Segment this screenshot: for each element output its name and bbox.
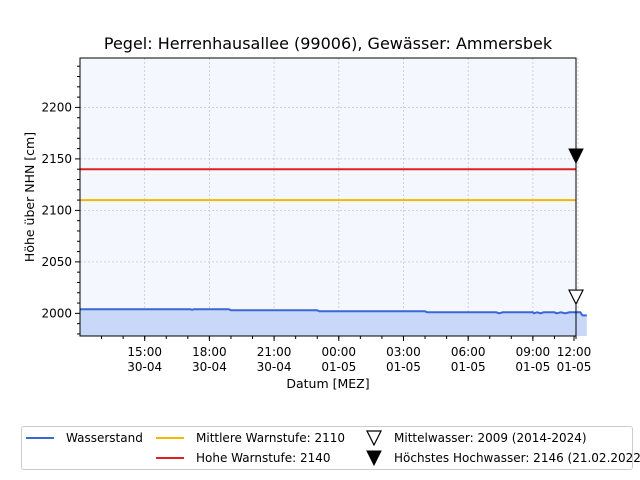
legend-item-mittelwasser: Mittelwasser: 2009 (2014-2024) bbox=[360, 430, 587, 446]
x-tick-label-date: 30-04 bbox=[257, 360, 292, 374]
y-axis-label: Höhe über NHN [cm] bbox=[22, 132, 37, 262]
plot-area: 2000205021002150220015:0030-0418:0030-04… bbox=[41, 57, 592, 374]
x-tick-label-time: 09:00 bbox=[516, 345, 551, 359]
x-tick-label-time: 06:00 bbox=[451, 345, 486, 359]
x-tick-label-time: 15:00 bbox=[127, 345, 162, 359]
x-axis-label: Datum [MEZ] bbox=[286, 376, 369, 391]
y-tick-label: 2050 bbox=[41, 255, 72, 269]
legend: Wasserstand Mittlere Warnstufe: 2110 Hoh… bbox=[21, 426, 640, 470]
legend-label-mittelwasser: Mittelwasser: 2009 (2014-2024) bbox=[394, 431, 587, 445]
x-tick-label-date: 30-04 bbox=[127, 360, 162, 374]
wasserstand-area bbox=[80, 309, 587, 336]
plot-background bbox=[80, 58, 576, 336]
legend-item-wasserstand: Wasserstand bbox=[26, 431, 143, 445]
legend-label-wasserstand: Wasserstand bbox=[66, 431, 143, 445]
x-tick-label-time: 21:00 bbox=[257, 345, 292, 359]
legend-item-hohe-warnstufe: Hohe Warnstufe: 2140 bbox=[156, 451, 331, 465]
x-tick-label-date: 01-05 bbox=[515, 360, 550, 374]
legend-swatch-hohe-warnstufe bbox=[156, 457, 184, 459]
y-tick-label: 2150 bbox=[41, 152, 72, 166]
y-tick-label: 2100 bbox=[41, 203, 72, 217]
legend-item-hoechstes-hochwasser: Höchstes Hochwasser: 2146 (21.02.2022) bbox=[360, 450, 640, 466]
legend-label-hohe-warnstufe: Hohe Warnstufe: 2140 bbox=[196, 451, 331, 465]
plot-frame bbox=[79, 57, 577, 337]
y-tick-label: 2000 bbox=[41, 306, 72, 320]
x-tick-label-date: 01-05 bbox=[557, 360, 592, 374]
hoechstes-hochwasser-marker bbox=[568, 148, 584, 165]
legend-item-mittlere-warnstufe: Mittlere Warnstufe: 2110 bbox=[156, 431, 345, 445]
x-tick-label-time: 03:00 bbox=[386, 345, 421, 359]
legend-label-hoechstes-hochwasser: Höchstes Hochwasser: 2146 (21.02.2022) bbox=[394, 451, 640, 465]
x-tick-label-date: 01-05 bbox=[386, 360, 421, 374]
legend-label-mittlere-warnstufe: Mittlere Warnstufe: 2110 bbox=[196, 431, 346, 445]
x-tick-label-date: 01-05 bbox=[321, 360, 356, 374]
legend-swatch-wasserstand bbox=[26, 437, 54, 439]
x-tick-label-date: 30-04 bbox=[192, 360, 227, 374]
legend-swatch-mittlere-warnstufe bbox=[156, 437, 184, 439]
x-tick-label-time: 18:00 bbox=[192, 345, 227, 359]
y-tick-label: 2200 bbox=[41, 100, 72, 114]
mittelwasser-marker bbox=[568, 289, 584, 306]
chart-title: Pegel: Herrenhausallee (99006), Gewässer… bbox=[104, 34, 553, 53]
x-tick-label-date: 01-05 bbox=[451, 360, 486, 374]
x-tick-label-time: 12:00 bbox=[557, 345, 592, 359]
wasserstand-line bbox=[80, 308, 587, 317]
filled-triangle-down-icon bbox=[366, 450, 382, 466]
x-tick-label-time: 00:00 bbox=[321, 345, 356, 359]
open-triangle-down-icon bbox=[366, 430, 382, 446]
